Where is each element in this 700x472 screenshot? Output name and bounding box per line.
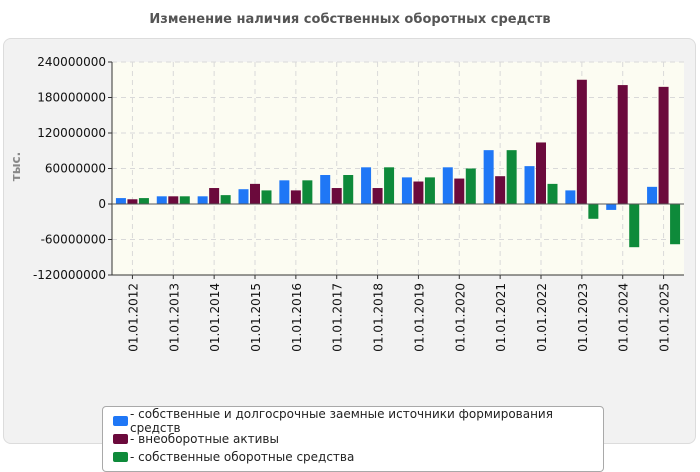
- bar: [536, 142, 546, 204]
- x-tick-label: 01.01.2024: [617, 283, 631, 352]
- bar: [483, 150, 494, 204]
- legend-label-working-capital: - собственные оборотные средства: [130, 450, 355, 464]
- bar: [424, 177, 435, 204]
- x-tick-label: 01.01.2022: [535, 283, 549, 352]
- y-tick-label: 180000000: [37, 91, 106, 105]
- x-tick-label: 01.01.2012: [126, 283, 140, 352]
- bar: [524, 166, 535, 204]
- bar: [197, 196, 208, 204]
- bar: [261, 190, 272, 204]
- bar: [156, 196, 167, 204]
- y-tick-label: 60000000: [45, 162, 106, 176]
- bar: [320, 175, 331, 204]
- bar: [413, 181, 424, 204]
- legend-item-working-capital: - собственные оборотные средства: [113, 448, 593, 466]
- bar: [670, 204, 681, 245]
- bar: [168, 196, 179, 204]
- chart-title: Изменение наличия собственных оборотных …: [149, 12, 551, 27]
- x-tick-label: 01.01.2019: [412, 283, 426, 352]
- x-tick-label: 01.01.2014: [208, 283, 222, 352]
- bar: [279, 180, 290, 204]
- bar: [372, 188, 383, 204]
- bar: [115, 198, 126, 204]
- x-tick-label: 01.01.2015: [249, 283, 263, 352]
- bar: [220, 195, 231, 204]
- bar: [331, 188, 342, 204]
- bar: [302, 180, 313, 204]
- y-tick-label: -120000000: [33, 268, 106, 282]
- bar: [454, 178, 465, 204]
- bar-chart: 240000000 180000000 120000000 60000000 0 -600…: [9, 55, 684, 352]
- bar: [588, 204, 599, 219]
- bar: [179, 196, 190, 204]
- bar: [238, 189, 249, 204]
- x-tick-label: 01.01.2025: [658, 283, 672, 352]
- legend-swatch-working-capital: [113, 452, 128, 462]
- y-tick-label: 0: [98, 197, 106, 211]
- y-tick-label: 120000000: [37, 126, 106, 140]
- x-tick-label: 01.01.2020: [453, 283, 467, 352]
- legend-swatch-noncurrent-assets: [113, 434, 128, 444]
- plot-area: [112, 62, 684, 275]
- y-tick-label: 240000000: [37, 55, 106, 69]
- bar: [658, 86, 669, 204]
- x-tick-label: 01.01.2016: [290, 283, 304, 352]
- bar: [127, 199, 138, 204]
- bar: [343, 175, 354, 204]
- bar: [617, 85, 628, 204]
- x-tick-label: 01.01.2018: [372, 283, 386, 352]
- bar: [606, 204, 617, 210]
- bar: [290, 190, 301, 204]
- bar: [250, 183, 260, 204]
- x-tick-label: 01.01.2013: [167, 283, 181, 352]
- bar: [401, 177, 412, 204]
- legend-label-noncurrent-assets: - внеоборотные активы: [130, 432, 279, 446]
- legend-item-noncurrent-assets: - внеоборотные активы: [113, 430, 593, 448]
- bar: [629, 204, 640, 248]
- y-tick-label: -60000000: [41, 233, 106, 247]
- bar: [647, 186, 658, 204]
- y-axis-label: тыс.: [9, 152, 23, 181]
- legend-label-sources: - собственные и долгосрочные заемные ист…: [130, 407, 553, 435]
- x-tick-label: 01.01.2021: [494, 283, 508, 352]
- chart-panel: 240000000 180000000 120000000 60000000 0 -600…: [3, 38, 696, 472]
- bar: [442, 167, 453, 204]
- bar: [565, 190, 576, 204]
- legend-swatch-sources: [113, 416, 128, 426]
- bar: [361, 167, 372, 204]
- bar: [495, 176, 506, 204]
- x-tick-label: 01.01.2017: [331, 283, 345, 352]
- bar: [209, 188, 220, 204]
- x-tick-label: 01.01.2023: [576, 283, 590, 352]
- legend-item-sources: - собственные и долгосрочные заемные ист…: [113, 407, 593, 435]
- bar: [576, 79, 587, 204]
- bar: [465, 168, 476, 204]
- bar: [506, 150, 517, 204]
- bar: [138, 198, 149, 204]
- bar: [384, 167, 395, 204]
- bar: [547, 183, 558, 204]
- legend: - собственные и долгосрочные заемные ист…: [102, 406, 604, 472]
